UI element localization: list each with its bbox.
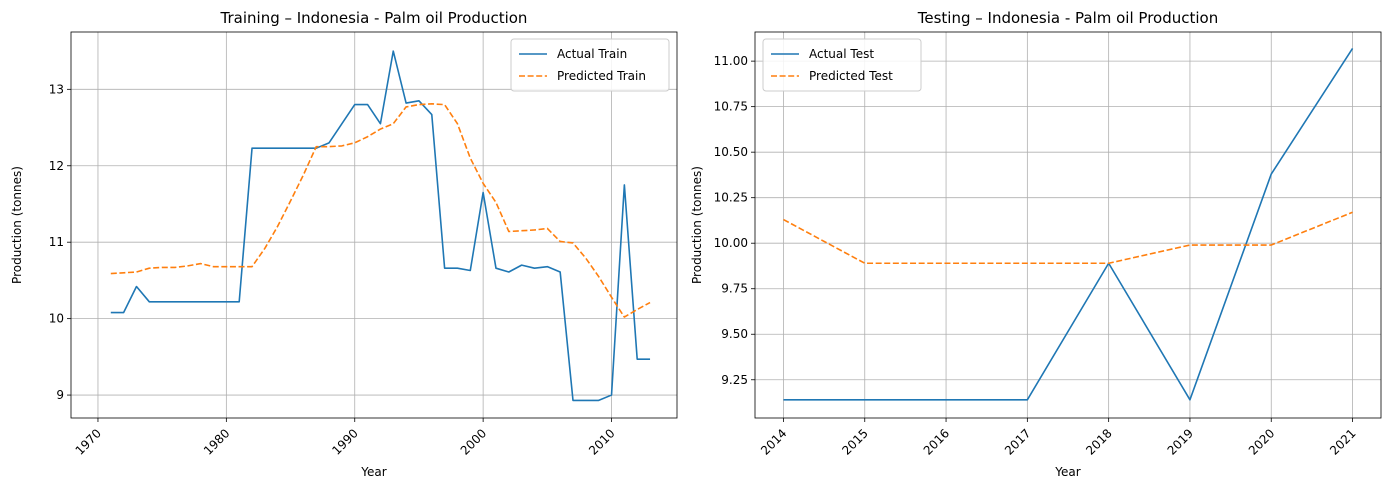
chart-0-ylabel: Production (tonnes) (10, 166, 24, 284)
chart-0-xlabel: Year (360, 465, 386, 479)
chart-1-ytick-label: 10.25 (714, 191, 748, 205)
chart-1-ylabel: Production (tonnes) (690, 166, 704, 284)
chart-0-series-1-line (110, 103, 651, 318)
chart-0-series-0-line (110, 50, 651, 402)
chart-0-ytick-label: 13 (49, 82, 64, 96)
chart-0-legend-label-0: Actual Train (557, 47, 627, 61)
chart-1-title: Testing – Indonesia - Palm oil Productio… (917, 9, 1218, 27)
chart-0-legend-box (510, 38, 670, 92)
chart-0-ytick-label: 11 (49, 235, 64, 249)
testing-chart: 2014 2015 2016 2017 2018 2019 2020 20219.259.50… (690, 9, 1382, 479)
chart-0-legend-label-1: Predicted Train (557, 69, 646, 83)
chart-1-legend-box (762, 38, 922, 92)
chart-1-ytick-label: 10.00 (714, 236, 748, 250)
chart-1-ytick-label: 10.50 (714, 145, 748, 159)
chart-0-legend: Actual Train Predicted Train (510, 38, 670, 92)
chart-1-legend-label-1: Predicted Test (809, 69, 893, 83)
chart-1-ytick-label: 9.25 (721, 373, 748, 387)
chart-1-ytick-label: 9.50 (721, 327, 748, 341)
chart-0-axes-frame (70, 31, 678, 419)
chart-1-grid (755, 32, 1381, 418)
chart-1-axes-frame (754, 31, 1382, 419)
chart-1-xlabel: Year (1054, 465, 1080, 479)
chart-1-series-0-line (783, 47, 1354, 401)
chart-1-legend-label-0: Actual Test (809, 47, 874, 61)
chart-1-legend: Actual Test Predicted Test (762, 38, 922, 92)
chart-1-ytick-label: 9.75 (721, 282, 748, 296)
chart-1-ytick-label: 11.00 (714, 54, 748, 68)
chart-1-ytick-label: 10.75 (714, 100, 748, 114)
chart-0-ytick-label: 10 (49, 312, 64, 326)
chart-1-series-1-line (783, 211, 1353, 265)
chart-0-ytick-label: 12 (49, 159, 64, 173)
chart-0-title: Training – Indonesia - Palm oil Producti… (220, 9, 528, 27)
chart-0-ytick-label: 9 (56, 388, 64, 402)
